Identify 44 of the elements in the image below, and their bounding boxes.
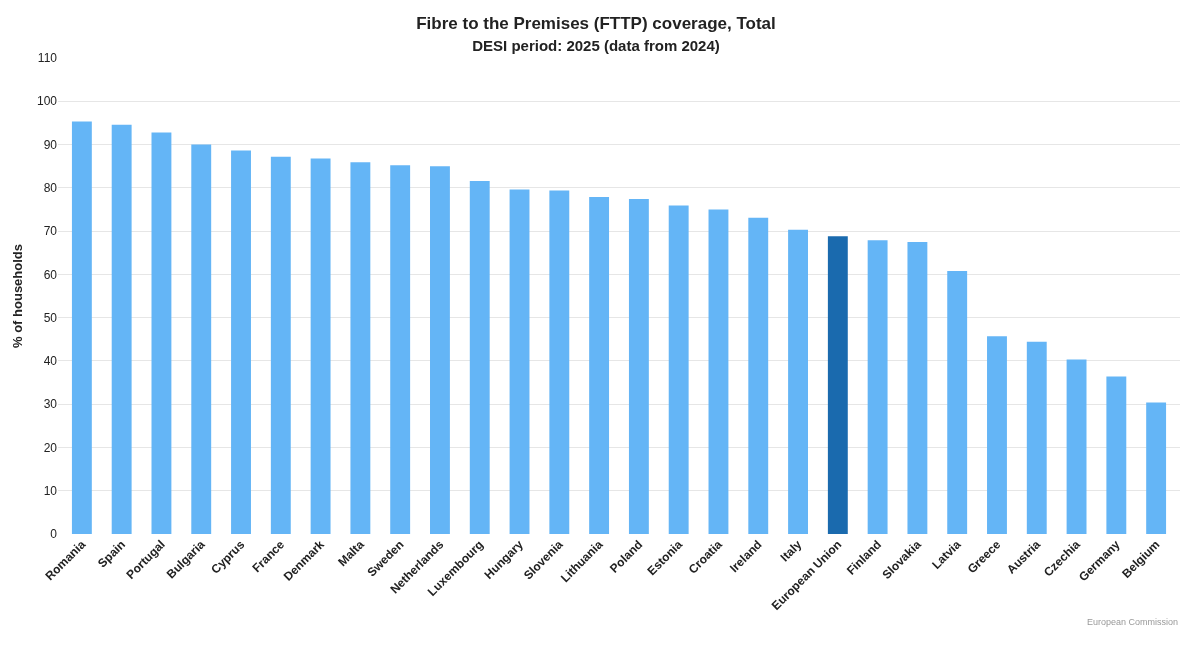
- text: European Commission: [1087, 617, 1179, 627]
- y-tick-label: 40: [43, 354, 58, 369]
- bar: [589, 196, 610, 534]
- bar: [390, 165, 411, 534]
- bar: [947, 270, 968, 534]
- bar: [748, 217, 769, 534]
- y-tick-label: 10: [43, 483, 58, 498]
- bar: [1066, 359, 1087, 534]
- bar: [1026, 341, 1047, 534]
- y-tick-label: 100: [36, 94, 58, 109]
- bar: [191, 144, 212, 534]
- y-tick-label: 80: [43, 181, 58, 196]
- bar: [827, 236, 848, 534]
- bar: [1146, 402, 1167, 534]
- bar: [907, 241, 928, 534]
- bar: [231, 150, 251, 534]
- y-axis-title: % of households: [10, 244, 25, 348]
- bar: [469, 180, 490, 534]
- chart-title: Fibre to the Premises (FTTP) coverage, Total: [416, 14, 776, 34]
- bar: [310, 158, 331, 534]
- y-tick-label: 90: [43, 137, 58, 152]
- bar: [71, 121, 92, 534]
- y-tick-label: 0: [50, 527, 58, 542]
- bar: [987, 336, 1007, 534]
- y-tick-label: 110: [37, 51, 58, 66]
- y-tick-label: 20: [43, 440, 58, 455]
- bar: [628, 199, 649, 534]
- y-tick-label: 30: [43, 397, 58, 412]
- bar: [350, 162, 371, 534]
- bar: [549, 190, 570, 534]
- bar: [867, 240, 888, 534]
- chart-subtitle: DESI period: 2025 (data from 2024): [472, 37, 720, 55]
- y-tick-label: 60: [43, 267, 58, 282]
- y-tick-label: 70: [43, 224, 58, 239]
- bar: [270, 156, 291, 534]
- bar: [430, 166, 450, 534]
- bar: [111, 124, 132, 534]
- bar: [668, 205, 689, 534]
- bar: [708, 209, 729, 534]
- bar: [788, 229, 808, 534]
- bar: [151, 132, 172, 534]
- y-tick-label: 50: [43, 310, 58, 325]
- bar: [509, 189, 530, 534]
- bar: [1106, 376, 1127, 534]
